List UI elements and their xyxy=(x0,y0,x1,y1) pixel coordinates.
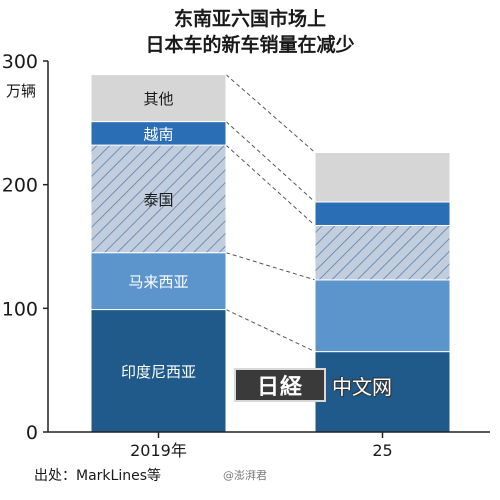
connector-line xyxy=(225,252,316,281)
bar-segment-5-cat-1 xyxy=(90,74,227,123)
bar-segment-2-cat-1 xyxy=(90,252,227,311)
series-label: 马来西亚 xyxy=(128,273,188,291)
series-label: 泰国 xyxy=(143,191,173,209)
bar-segment-1-cat-1 xyxy=(90,309,227,433)
bar-segment-5-cat-2 xyxy=(314,152,451,203)
y-axis-unit: 万辆 xyxy=(6,82,37,100)
connector-line xyxy=(225,309,316,353)
credit-note: @澎湃君 xyxy=(223,469,267,482)
watermark: 日経 中文网 xyxy=(234,366,416,404)
bar-segment-3-cat-1 xyxy=(90,144,227,254)
chart-title: 东南亚六国市场上 xyxy=(173,8,326,30)
bar-segment-4-cat-2 xyxy=(314,201,451,226)
bar-segment-2-cat-2 xyxy=(314,279,451,353)
y-tick-label: 100 xyxy=(2,298,38,320)
series-label: 越南 xyxy=(143,125,173,143)
connector-line xyxy=(225,121,316,203)
series-label: 印度尼西亚 xyxy=(121,363,196,381)
source-note: 出处：MarkLines等 xyxy=(34,468,161,484)
x-tick-label: 2019年 xyxy=(130,441,187,460)
bar-segment-1-cat-2 xyxy=(314,351,451,433)
chart-subtitle: 日本车的新车销量在减少 xyxy=(145,34,355,56)
y-tick-label: 200 xyxy=(2,175,38,197)
watermark-text: 中文网 xyxy=(332,374,392,399)
bar-segment-3-cat-2 xyxy=(314,224,451,281)
series-label: 其他 xyxy=(143,90,173,108)
y-tick-label: 300 xyxy=(2,51,38,73)
connector-line xyxy=(225,144,316,226)
connector-line xyxy=(225,74,316,153)
x-tick-label: 25 xyxy=(372,441,392,460)
y-tick-label: 0 xyxy=(26,422,38,444)
nikkei-seal-logo: 日経 xyxy=(234,368,326,402)
